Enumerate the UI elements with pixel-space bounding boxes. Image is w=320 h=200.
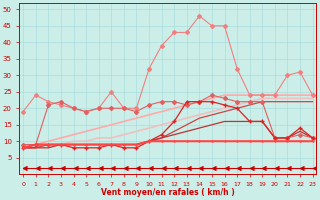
X-axis label: Vent moyen/en rafales ( km/h ): Vent moyen/en rafales ( km/h ): [101, 188, 235, 197]
